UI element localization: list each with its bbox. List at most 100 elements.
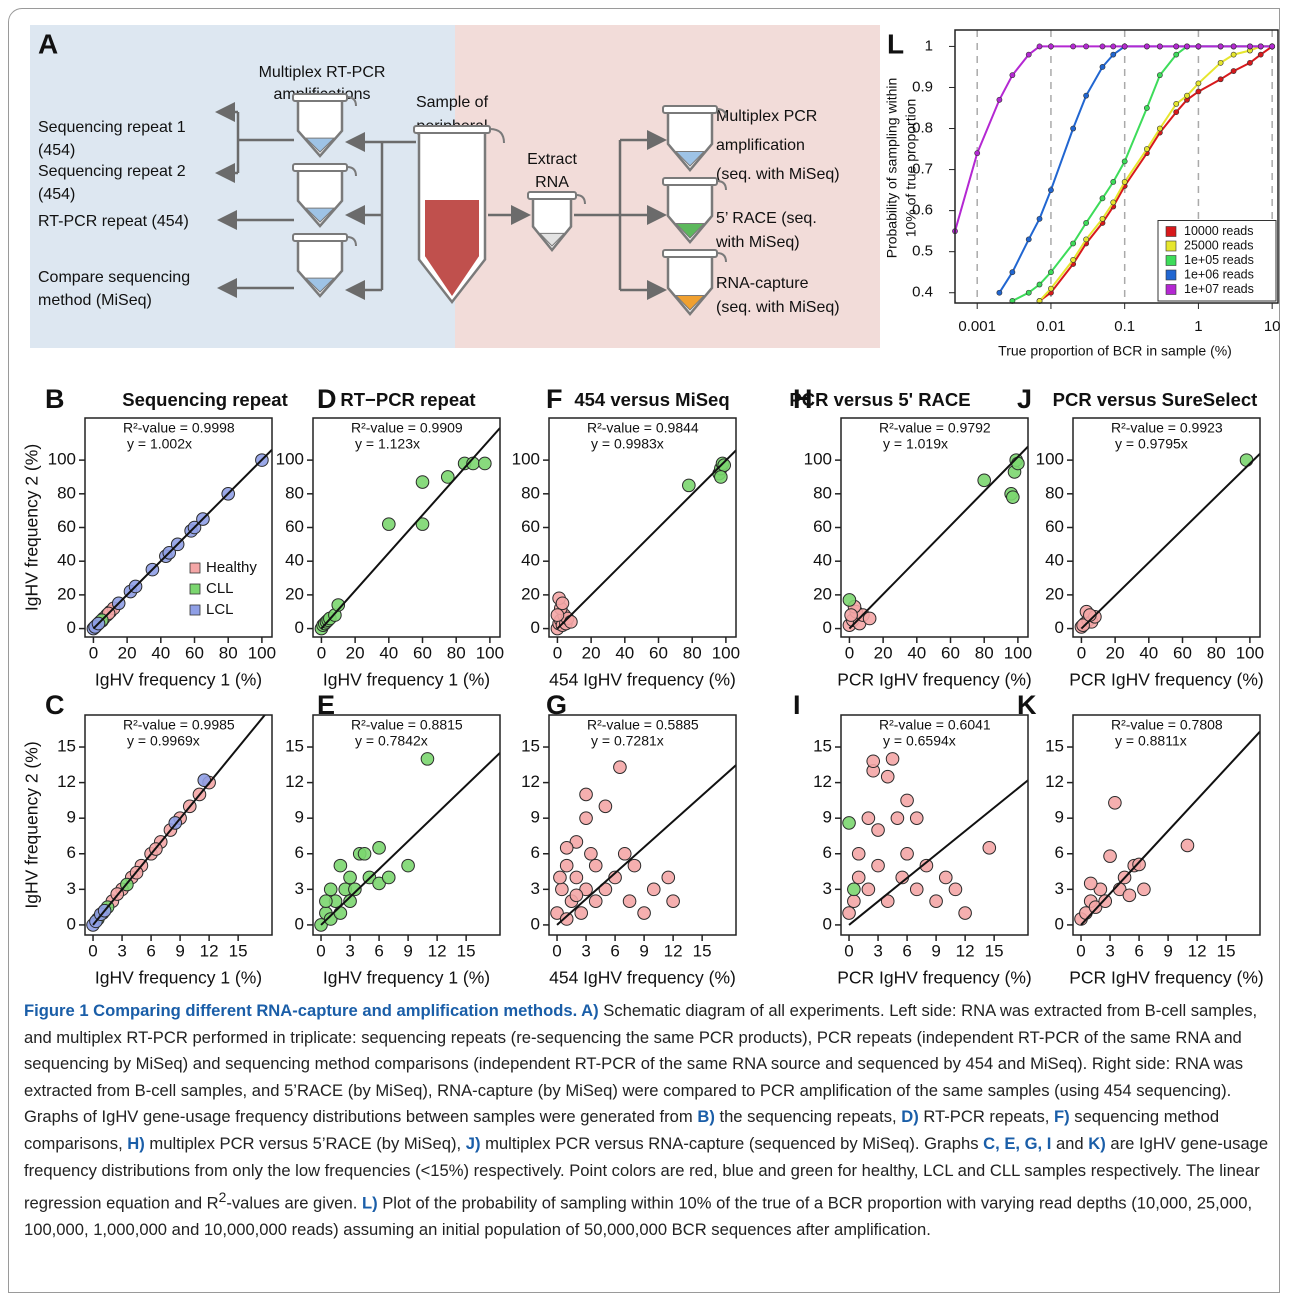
point	[974, 150, 981, 157]
tube-tab	[346, 166, 357, 177]
y-tick-label: 6	[1055, 843, 1064, 862]
legend-label: 25000 reads	[1184, 238, 1254, 252]
y-tick-label: 12	[521, 772, 540, 791]
point	[851, 870, 866, 885]
point	[1143, 43, 1150, 50]
y-tick-label: 20	[285, 584, 304, 603]
y-tick-label: 40	[285, 551, 304, 570]
caption-text: B)	[697, 1107, 715, 1127]
y-tick-label: 60	[285, 517, 304, 536]
point	[1083, 92, 1090, 99]
y-tick-label: 9	[67, 808, 76, 827]
point	[1230, 51, 1237, 58]
x-axis-label: PCR IgHV frequency (%)	[837, 670, 1032, 690]
point	[420, 752, 435, 766]
y-tick-label: 12	[57, 772, 76, 791]
plot-frame	[840, 714, 1029, 936]
y-tick-label: 0.9	[912, 78, 933, 95]
r2-text: R²-value = 0.6041	[879, 717, 991, 733]
caption-text: the sequencing repeats,	[714, 1107, 902, 1127]
tube	[527, 191, 586, 252]
y-tick-label: 20	[521, 584, 540, 603]
point	[331, 598, 346, 612]
x-tick-label: 9	[1163, 941, 1172, 960]
diagram-label: Compare sequencing	[38, 269, 190, 286]
diagram-label: (seq. with MiSeq)	[716, 299, 840, 316]
diagram-label: Multiplex RT-PCR	[259, 64, 386, 81]
point	[1099, 64, 1106, 70]
point	[1070, 240, 1077, 247]
point	[1110, 199, 1117, 206]
y-tick-label: 80	[521, 483, 540, 502]
x-tick-label: 80	[219, 643, 238, 662]
point	[550, 906, 564, 920]
caption-text: D)	[901, 1107, 919, 1127]
regression-line	[320, 427, 500, 630]
point	[1099, 43, 1106, 50]
tube-cap	[292, 93, 348, 102]
point	[1108, 795, 1122, 810]
point	[948, 882, 963, 897]
point	[1025, 236, 1032, 243]
point	[1099, 215, 1106, 222]
point	[1110, 51, 1117, 58]
y-tick-label: 9	[1055, 808, 1064, 827]
point	[1184, 92, 1190, 99]
y-tick-label: 1	[925, 37, 933, 54]
point	[1088, 900, 1103, 914]
legend-swatch	[189, 583, 201, 595]
diagram-label: amplification	[716, 137, 805, 154]
point	[1076, 618, 1090, 633]
x-axis-label: IgHV frequency 1 (%)	[95, 968, 262, 988]
r2-text: R²-value = 0.9985	[123, 717, 235, 733]
legend-label: 1e+07 reads	[1184, 282, 1254, 296]
point	[1025, 289, 1032, 296]
regression-line	[556, 449, 736, 630]
x-tick-label: 3	[1105, 941, 1114, 960]
point	[333, 906, 348, 920]
x-tick-label: 20	[1106, 643, 1125, 662]
legend-label: 10000 reads	[1184, 224, 1254, 238]
point	[996, 96, 1003, 103]
point	[1156, 43, 1163, 50]
diagram-label: (454)	[38, 142, 75, 159]
plot-frame	[954, 29, 1279, 304]
point	[564, 615, 578, 629]
point	[982, 841, 997, 855]
y-tick-label: 80	[57, 483, 76, 502]
tube-liquid	[304, 277, 336, 293]
point	[319, 894, 333, 908]
y-tick-label: 0	[67, 618, 76, 637]
diagram-label: Multiplex PCR	[716, 108, 817, 125]
y-tick-label: 9	[531, 808, 540, 827]
point	[1217, 43, 1224, 50]
point	[579, 811, 593, 825]
regression-line	[1080, 730, 1260, 926]
point	[1006, 490, 1020, 504]
point	[343, 870, 357, 885]
point	[1217, 76, 1224, 83]
tube	[662, 177, 727, 244]
tube-liquid	[304, 207, 336, 223]
point	[1009, 269, 1016, 276]
chart-title: PCR versus 5' RACE	[789, 389, 970, 410]
x-tick-label: 60	[1173, 643, 1192, 662]
y-axis-label: IgHV frequency 2 (%)	[22, 444, 42, 611]
regression-line	[92, 448, 272, 630]
legend-label: CLL	[206, 580, 234, 597]
plot-frame	[84, 714, 273, 936]
point	[1110, 43, 1117, 50]
tube-cap	[662, 249, 718, 258]
tube-cap	[292, 163, 348, 172]
point	[343, 894, 357, 908]
y-tick-label: 0.8	[912, 119, 933, 136]
point	[842, 593, 857, 607]
point	[372, 876, 386, 891]
tube	[662, 105, 727, 172]
x-axis-label: IgHV frequency 1 (%)	[95, 670, 262, 690]
x-tick-label: 6	[146, 941, 155, 960]
y-tick-label: 3	[531, 879, 540, 898]
y-tick-label: 15	[521, 737, 540, 756]
equation-text: y = 0.9795x	[1115, 436, 1188, 452]
